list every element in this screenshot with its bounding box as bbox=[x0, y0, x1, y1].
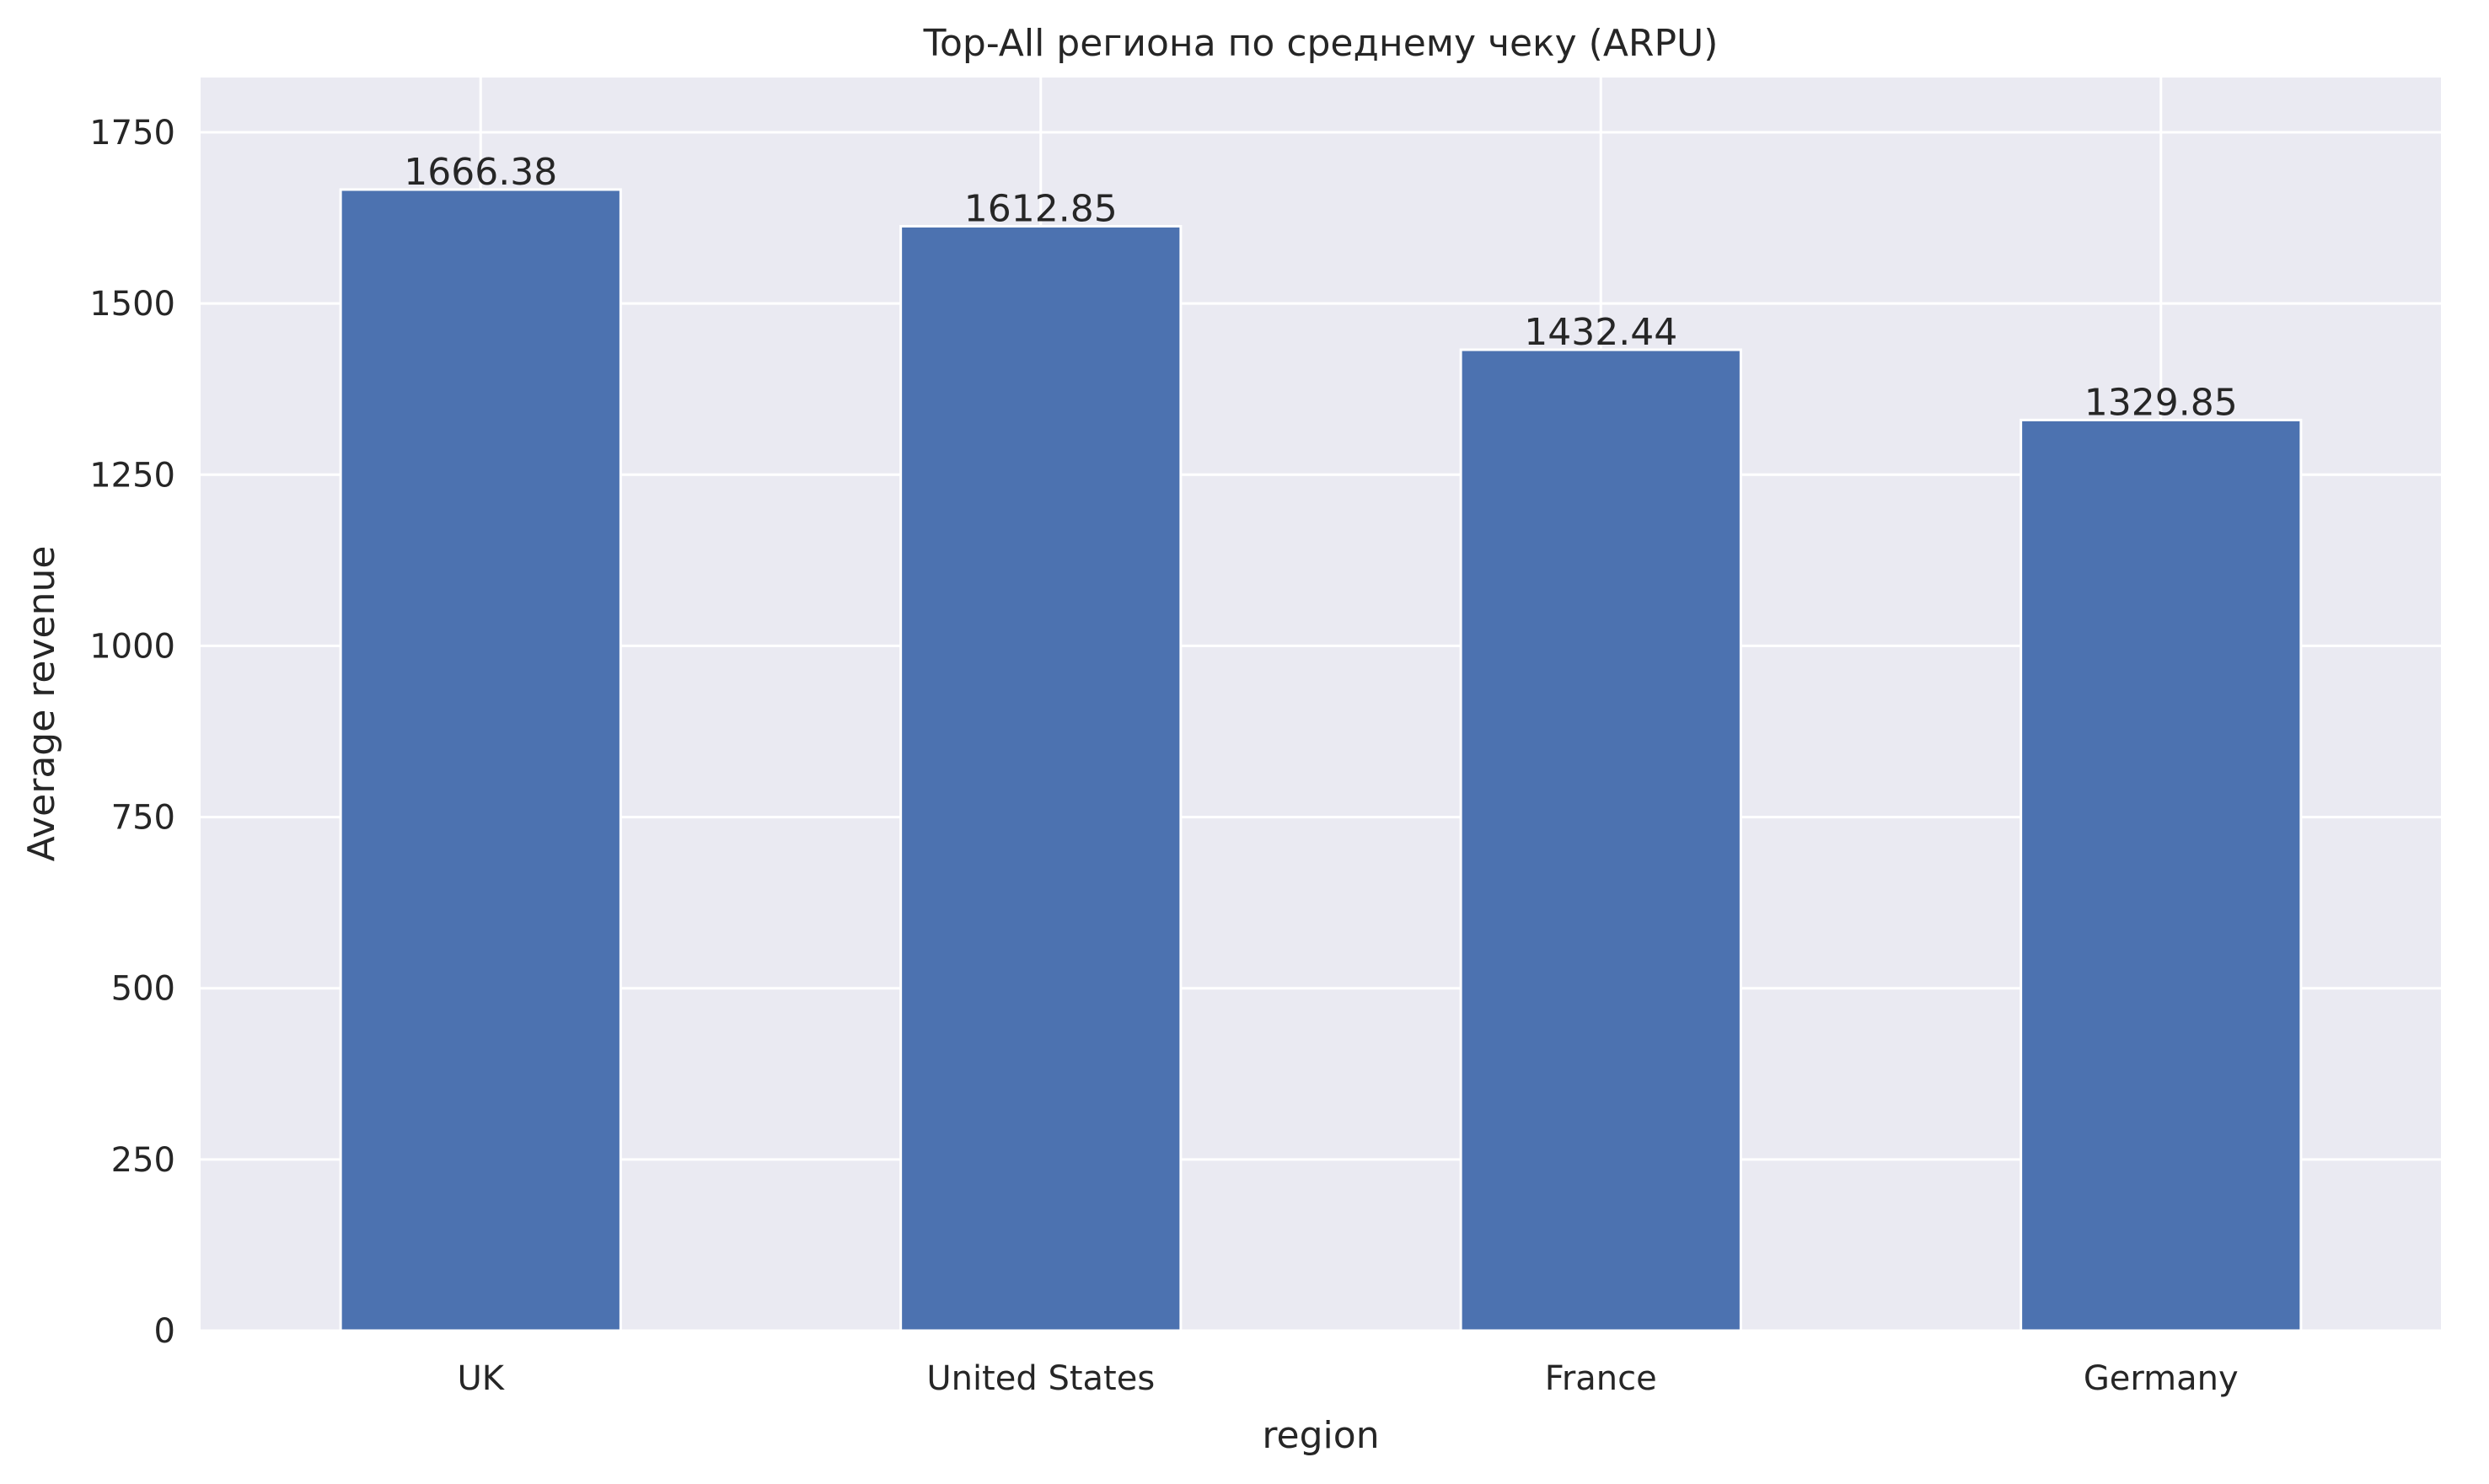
bar-uk bbox=[339, 188, 622, 1332]
y-tick-label: 0 bbox=[154, 1312, 175, 1351]
y-tick-label: 1750 bbox=[89, 114, 175, 153]
x-tick-label: France bbox=[1545, 1359, 1657, 1398]
y-axis-label: Average revenue bbox=[20, 546, 63, 862]
x-tick-label: Germany bbox=[2084, 1359, 2239, 1398]
x-tick-label: United States bbox=[926, 1359, 1155, 1398]
y-axis-ticks: 0 250 500 750 1000 1250 1500 1750 bbox=[89, 114, 175, 1351]
bar-france bbox=[1459, 348, 1742, 1332]
data-label: 1329.85 bbox=[2084, 381, 2238, 424]
data-label: 1612.85 bbox=[964, 187, 1118, 230]
y-tick-label: 500 bbox=[111, 970, 175, 1009]
bars bbox=[339, 188, 2303, 1332]
data-label: 1666.38 bbox=[404, 151, 557, 194]
x-axis-ticks: UK United States France Germany bbox=[457, 1359, 2238, 1398]
y-tick-label: 250 bbox=[111, 1141, 175, 1180]
data-labels: 1666.38 1612.85 1432.44 1329.85 bbox=[404, 151, 2237, 424]
y-tick-label: 1000 bbox=[89, 627, 175, 666]
bar-germany bbox=[2020, 418, 2303, 1332]
y-tick-label: 750 bbox=[111, 799, 175, 838]
data-label: 1432.44 bbox=[1524, 311, 1677, 354]
x-tick-label: UK bbox=[457, 1359, 505, 1398]
bar-united-states bbox=[899, 224, 1183, 1332]
x-axis-label: region bbox=[1262, 1414, 1379, 1457]
y-tick-label: 1250 bbox=[89, 456, 175, 495]
y-tick-label: 1500 bbox=[89, 285, 175, 324]
chart-title: Top-All региона по среднему чеку (ARPU) bbox=[923, 22, 1719, 65]
